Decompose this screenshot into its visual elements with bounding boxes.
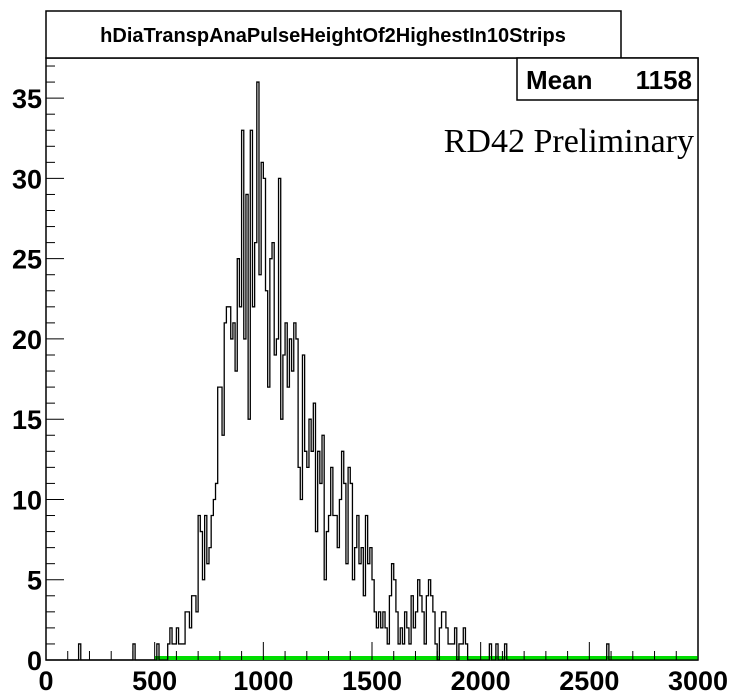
stats-mean-value: 1158 — [636, 65, 692, 95]
x-tick-label: 3000 — [668, 666, 728, 696]
y-tick-label: 10 — [12, 485, 42, 515]
x-tick-label: 500 — [132, 666, 177, 696]
title-box-border — [45, 10, 622, 59]
y-tick-label: 20 — [12, 325, 42, 355]
x-tick-label: 1000 — [233, 666, 293, 696]
y-tick-label: 25 — [12, 245, 42, 275]
x-tick-label: 2500 — [559, 666, 619, 696]
y-tick-label: 35 — [12, 84, 42, 114]
stats-mean-label: Mean — [526, 65, 592, 95]
chart-title: hDiaTranspAnaPulseHeightOf2HighestIn10St… — [100, 25, 566, 47]
y-tick-label: 15 — [12, 405, 42, 435]
x-tick-label: 0 — [38, 666, 53, 696]
stats-box-border — [516, 57, 699, 101]
stats-box: Mean 1158 — [516, 57, 699, 101]
preliminary-annotation: RD42 Preliminary — [444, 123, 694, 160]
y-tick-label: 30 — [12, 164, 42, 194]
y-axis: 0 5 10 15 20 25 30 35 — [12, 65, 64, 676]
x-tick-label: 1500 — [342, 666, 402, 696]
y-tick-label: 5 — [27, 566, 42, 596]
histogram-series — [46, 81, 698, 661]
y-tick-label: 0 — [27, 646, 42, 676]
title-box: hDiaTranspAnaPulseHeightOf2HighestIn10St… — [45, 10, 622, 59]
x-axis: 0 500 1000 1500 2000 2500 3000 — [38, 642, 728, 696]
x-tick-label: 2000 — [451, 666, 511, 696]
